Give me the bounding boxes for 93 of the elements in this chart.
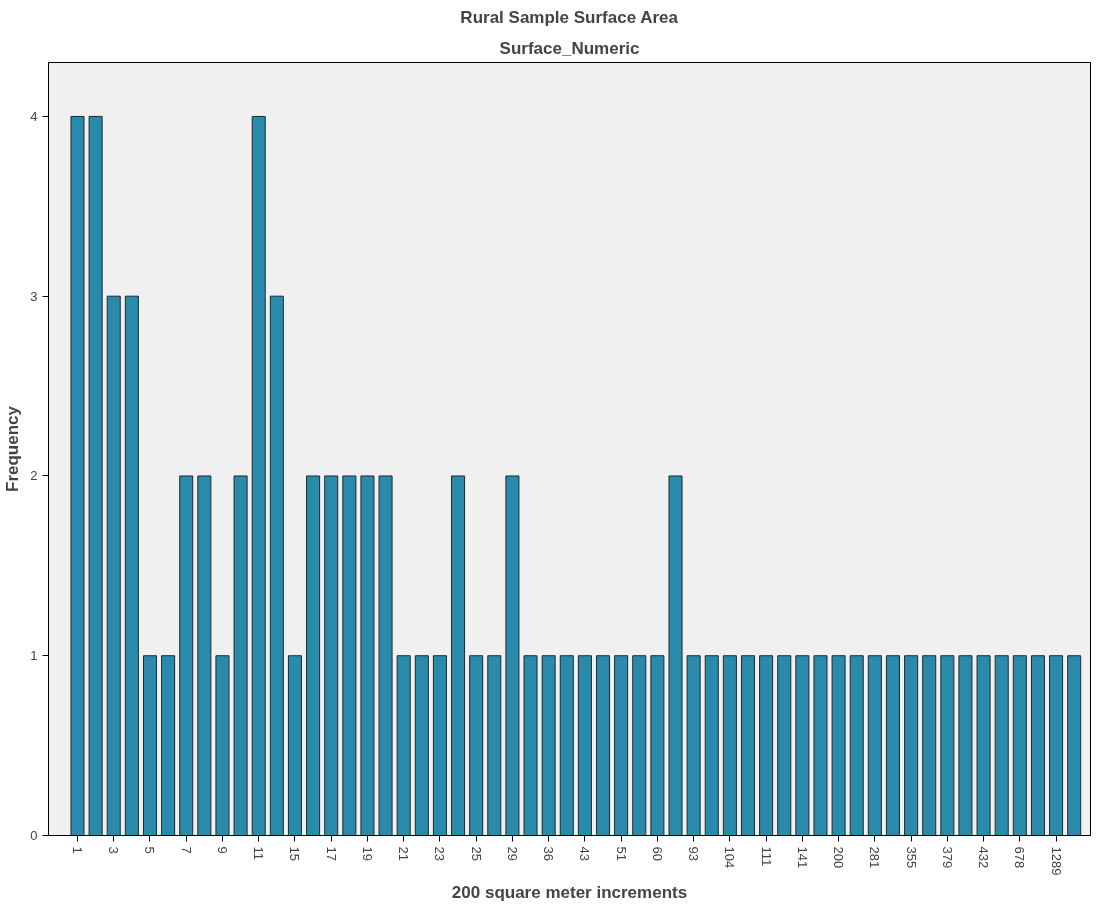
x-tick-label: 3 (106, 846, 122, 854)
bar (251, 115, 266, 836)
bar (432, 655, 447, 836)
bar (740, 655, 756, 836)
bar (124, 295, 139, 836)
bar (632, 655, 647, 836)
x-tick-label: 678 (1012, 846, 1028, 869)
bar (197, 475, 212, 836)
x-tick-label: 11 (251, 846, 267, 860)
x-tick-label: 25 (468, 846, 484, 861)
bar (414, 655, 429, 836)
x-tick-label: 15 (287, 846, 303, 861)
bar (215, 655, 230, 836)
x-tick-label: 17 (323, 846, 339, 861)
x-tick-label: 51 (613, 846, 629, 861)
bar (940, 655, 955, 836)
bar (849, 655, 864, 836)
x-axis-title: 200 square meter increments (451, 883, 688, 903)
x-tick-label: 93 (686, 846, 702, 861)
bar (559, 655, 574, 836)
bar (958, 655, 973, 836)
bar (142, 655, 158, 836)
bar (1030, 655, 1045, 836)
bar (1012, 655, 1027, 836)
x-tick-label: 200 (831, 846, 847, 869)
y-tick-label: 3 (30, 288, 38, 304)
bar (233, 475, 248, 836)
x-tick-label: 1289 (1048, 846, 1064, 876)
y-tick-label: 1 (30, 648, 38, 664)
x-tick-label: 5 (142, 846, 158, 854)
x-tick-label: 111 (758, 846, 774, 867)
x-tick-label: 355 (903, 846, 919, 869)
bar (922, 655, 937, 836)
x-tick-label: 281 (867, 846, 883, 869)
bar (70, 115, 85, 836)
bar (795, 655, 810, 836)
x-tick-label: 43 (577, 846, 593, 861)
bar (577, 655, 592, 836)
bar (161, 655, 176, 836)
bar (650, 655, 665, 836)
bar (904, 655, 919, 836)
bar (1067, 655, 1082, 836)
chart-subtitle: Surface_Numeric (499, 38, 640, 58)
bar (106, 295, 121, 836)
bar (342, 475, 357, 836)
bar (976, 655, 991, 836)
bar (686, 655, 701, 836)
bar (324, 475, 339, 836)
chart-title: Rural Sample Surface Area (460, 7, 679, 27)
bar (994, 655, 1009, 836)
bar (614, 655, 629, 836)
bar (487, 655, 502, 836)
y-tick-label: 4 (30, 108, 38, 124)
bar (541, 655, 556, 836)
bar (523, 655, 538, 836)
bar (831, 655, 846, 836)
x-tick-label: 7 (178, 846, 194, 854)
bar (867, 655, 882, 836)
bar (396, 655, 411, 836)
bar (777, 655, 792, 836)
bar (1049, 655, 1064, 836)
bar (451, 475, 466, 836)
bar (378, 475, 393, 836)
bar (179, 475, 194, 836)
x-tick-label: 29 (504, 846, 520, 861)
bar (505, 475, 520, 836)
bar (269, 295, 284, 836)
x-tick-label: 379 (939, 846, 955, 869)
x-tick-label: 141 (794, 846, 810, 869)
bar (722, 655, 737, 836)
x-tick-label: 1 (69, 846, 85, 854)
bar (759, 655, 774, 836)
x-tick-label: 9 (214, 846, 230, 854)
y-tick-label: 2 (30, 468, 38, 484)
bar (88, 115, 103, 836)
y-axis-title: Frequency (3, 405, 23, 492)
bar (596, 655, 611, 836)
bar (360, 475, 375, 836)
x-tick-label: 23 (432, 846, 448, 861)
bar (704, 655, 719, 836)
y-tick-label: 0 (30, 828, 38, 843)
bar (885, 655, 900, 836)
bar (813, 655, 828, 836)
bar (668, 475, 683, 836)
x-tick-label: 104 (722, 846, 738, 869)
x-tick-label: 21 (396, 846, 412, 861)
x-tick-label: 36 (541, 846, 557, 861)
bar (469, 655, 484, 836)
bar (287, 655, 302, 836)
x-tick-label: 60 (649, 846, 665, 861)
x-tick-label: 19 (359, 846, 375, 861)
x-tick-label: 432 (976, 846, 992, 869)
bar (306, 475, 321, 836)
